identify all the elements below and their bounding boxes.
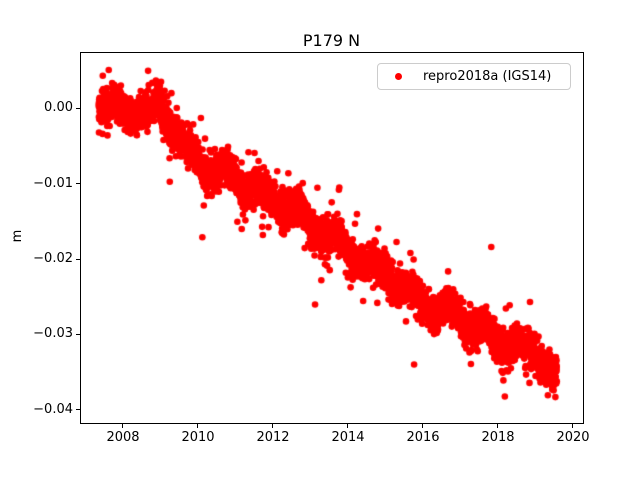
- x-tick-mark: [272, 424, 274, 428]
- x-tick-label: 2008: [106, 430, 140, 445]
- y-tick-label: −0.03: [33, 326, 73, 342]
- y-tick-mark: [76, 258, 80, 260]
- x-tick-mark: [347, 424, 349, 428]
- x-tick-mark: [197, 424, 199, 428]
- y-tick-label: 0.00: [44, 100, 73, 115]
- legend-label: repro2018a (IGS14): [423, 69, 552, 84]
- y-tick-mark: [76, 107, 80, 109]
- y-tick-label: −0.04: [33, 401, 73, 417]
- x-tick-mark: [497, 424, 499, 428]
- x-tick-label: 2010: [181, 430, 215, 445]
- legend: repro2018a (IGS14): [377, 63, 571, 90]
- chart-title: P179 N: [302, 31, 361, 50]
- y-tick-mark: [76, 183, 80, 184]
- x-tick-label: 2020: [556, 430, 590, 445]
- x-tick-label: 2012: [256, 430, 290, 445]
- legend-marker-icon: [395, 73, 402, 80]
- x-tick-label: 2016: [406, 430, 440, 445]
- x-tick-label: 2018: [481, 430, 515, 445]
- x-tick-mark: [122, 424, 124, 428]
- y-axis-label: m: [10, 229, 25, 243]
- x-tick-mark: [422, 424, 424, 428]
- y-tick-mark: [76, 333, 80, 335]
- y-tick-mark: [76, 409, 80, 411]
- x-tick-mark: [572, 424, 574, 428]
- x-tick-label: 2014: [331, 430, 365, 445]
- y-tick-label: −0.02: [33, 251, 73, 266]
- y-tick-label: −0.01: [33, 175, 73, 191]
